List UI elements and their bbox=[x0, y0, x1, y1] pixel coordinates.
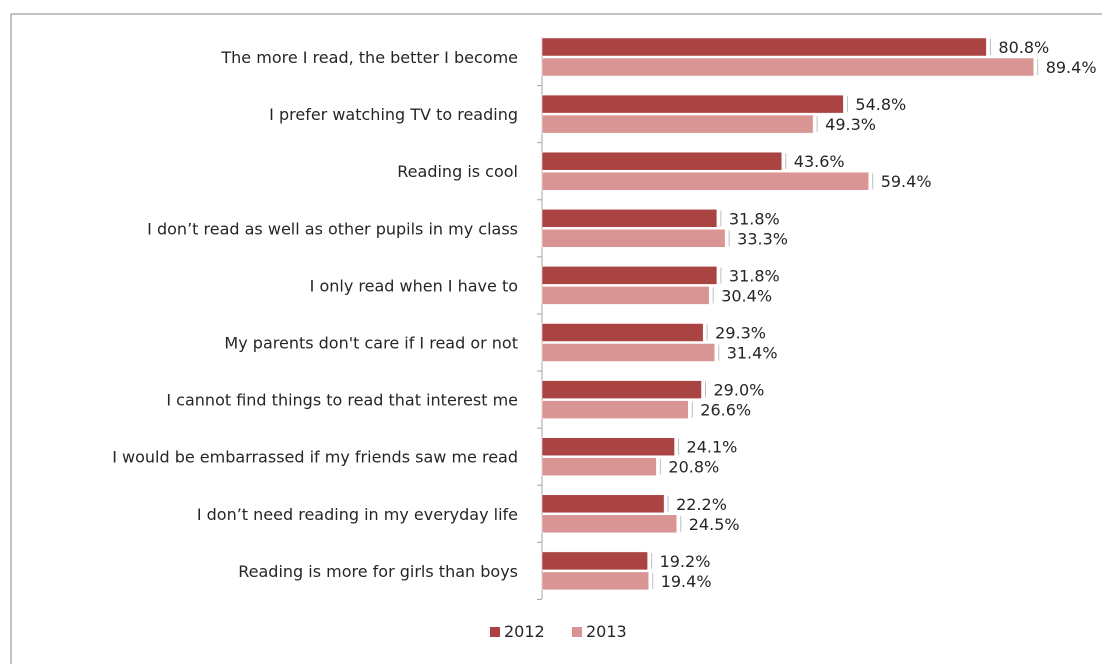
bar-2012 bbox=[541, 94, 844, 114]
bar-2013 bbox=[541, 229, 726, 248]
data-label-background bbox=[729, 229, 790, 248]
bar-2013 bbox=[541, 571, 649, 591]
data-label-background bbox=[668, 494, 729, 513]
data-label-background bbox=[678, 437, 739, 456]
bar-2012 bbox=[541, 266, 718, 285]
bar-2012 bbox=[541, 209, 718, 228]
data-label-2012: 54.8% bbox=[855, 95, 906, 114]
bar-2013 bbox=[541, 457, 657, 476]
bars bbox=[541, 37, 1034, 591]
bar-2013 bbox=[541, 400, 689, 419]
data-label-2013: 30.4% bbox=[721, 286, 772, 305]
data-label-2013: 89.4% bbox=[1046, 58, 1097, 77]
data-label-background bbox=[785, 152, 846, 171]
data-label-background bbox=[713, 286, 774, 305]
category-label: Reading is cool bbox=[397, 162, 518, 181]
legend-label-2013: 2013 bbox=[586, 622, 627, 641]
data-label-2012: 31.8% bbox=[729, 266, 780, 285]
data-label-background bbox=[720, 266, 781, 285]
bar-2012 bbox=[541, 551, 648, 571]
legend-swatch-2012 bbox=[490, 627, 500, 637]
category-label: I don’t read as well as other pupils in … bbox=[147, 219, 518, 238]
data-label-background bbox=[718, 343, 779, 362]
bar-2013 bbox=[541, 514, 677, 534]
data-label-background bbox=[651, 551, 712, 570]
data-label-background bbox=[1037, 58, 1098, 76]
legend-swatch-2013 bbox=[572, 627, 582, 637]
bar-2012 bbox=[541, 380, 702, 399]
data-label-2013: 49.3% bbox=[825, 115, 876, 134]
data-label-background bbox=[652, 571, 713, 590]
data-label-2012: 43.6% bbox=[794, 152, 845, 171]
category-label: I prefer watching TV to reading bbox=[269, 105, 518, 124]
bar-2013 bbox=[541, 114, 814, 134]
bar-2012 bbox=[541, 37, 987, 57]
data-label-background bbox=[990, 38, 1051, 56]
data-label-background bbox=[660, 457, 721, 476]
bar-2012 bbox=[541, 437, 675, 456]
data-label-2012: 80.8% bbox=[998, 38, 1049, 57]
data-label-2012: 31.8% bbox=[729, 209, 780, 228]
legend: 2012 2013 bbox=[490, 622, 627, 641]
data-label-2012: 29.3% bbox=[715, 324, 766, 343]
data-label-2012: 29.0% bbox=[714, 381, 765, 400]
bar-2013 bbox=[541, 343, 715, 362]
data-label-2012: 22.2% bbox=[676, 495, 727, 514]
category-label: The more I read, the better I become bbox=[220, 48, 518, 67]
data-labels: 80.8%89.4%54.8%49.3%43.6%59.4%31.8%33.3%… bbox=[651, 38, 1098, 591]
bar-2012 bbox=[541, 151, 783, 171]
category-label: Reading is more for girls than boys bbox=[238, 562, 518, 581]
data-label-background bbox=[705, 380, 766, 399]
data-label-2012: 24.1% bbox=[687, 438, 738, 457]
data-label-2013: 19.4% bbox=[661, 572, 712, 591]
data-label-2013: 59.4% bbox=[881, 172, 932, 191]
category-labels: The more I read, the better I become I pr… bbox=[112, 48, 518, 581]
category-label: I cannot find things to read that intere… bbox=[166, 391, 518, 410]
data-label-2012: 19.2% bbox=[660, 552, 711, 571]
legend-label-2012: 2012 bbox=[504, 622, 545, 641]
bar-2012 bbox=[541, 494, 665, 514]
category-label: I would be embarrassed if my friends saw… bbox=[112, 448, 518, 467]
data-label-background bbox=[817, 115, 878, 134]
data-label-2013: 33.3% bbox=[737, 229, 788, 248]
category-label: I only read when I have to bbox=[310, 276, 518, 295]
data-label-background bbox=[872, 172, 933, 191]
data-label-background bbox=[847, 95, 908, 114]
data-label-2013: 26.6% bbox=[700, 401, 751, 420]
data-label-background bbox=[707, 323, 768, 342]
bar-2012 bbox=[541, 323, 704, 342]
category-label: My parents don't care if I read or not bbox=[224, 334, 518, 353]
data-label-background bbox=[680, 514, 741, 533]
data-label-2013: 24.5% bbox=[689, 515, 740, 534]
data-label-background bbox=[720, 209, 781, 228]
data-label-background bbox=[692, 400, 753, 419]
bar-2013 bbox=[541, 286, 710, 305]
bar-2013 bbox=[541, 171, 869, 191]
data-label-2013: 20.8% bbox=[668, 458, 719, 477]
category-label: I don’t need reading in my everyday life bbox=[197, 505, 518, 524]
bar-2013 bbox=[541, 57, 1034, 77]
data-label-2013: 31.4% bbox=[727, 344, 778, 363]
